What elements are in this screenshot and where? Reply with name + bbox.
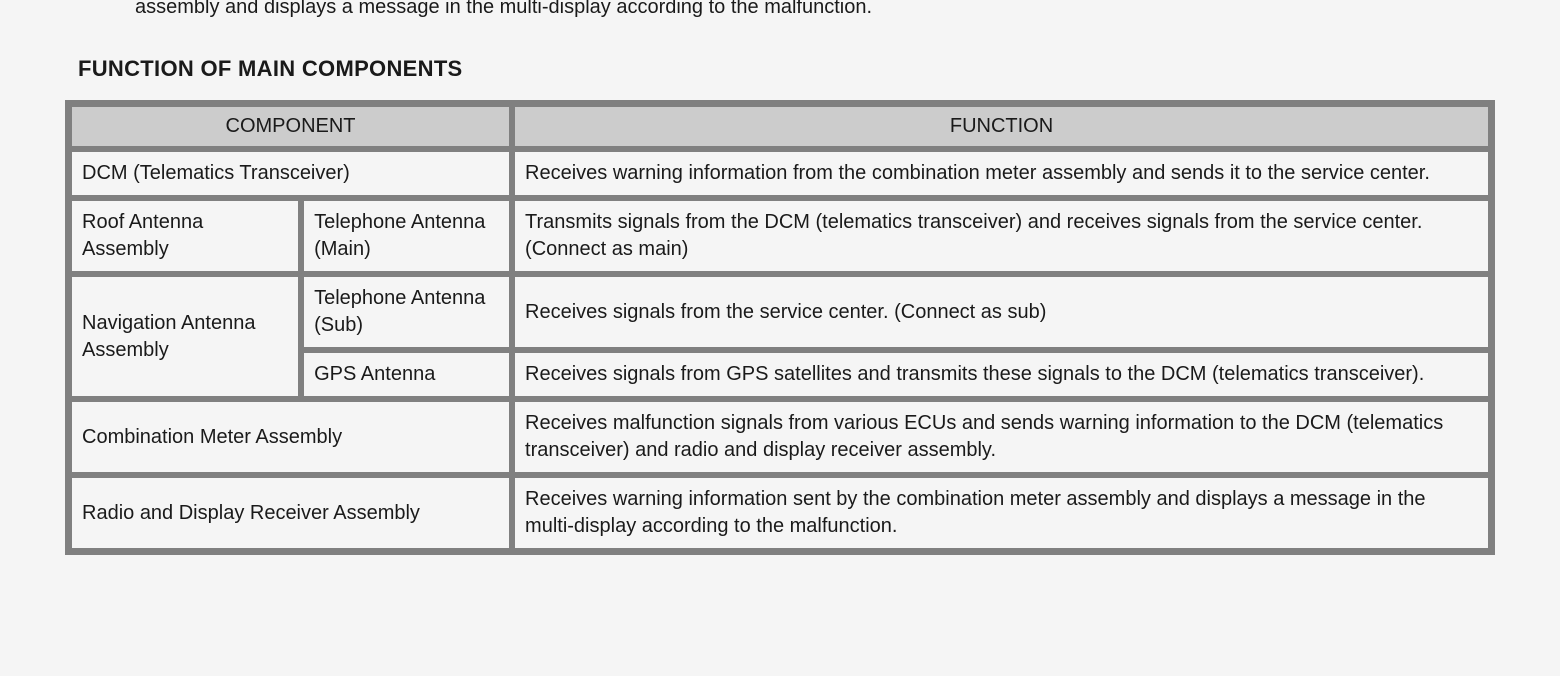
cell-component-sub: Telephone Antenna (Main) <box>303 200 510 272</box>
cell-component-main: Roof Antenna Assembly <box>71 200 299 272</box>
components-table: COMPONENT FUNCTION DCM (Telematics Trans… <box>65 100 1495 555</box>
table-row: Radio and Display Receiver Assembly Rece… <box>71 477 1489 549</box>
cell-function: Receives signals from the service center… <box>514 276 1489 348</box>
partial-text-above: assembly and displays a message in the m… <box>60 0 1500 20</box>
table-row: DCM (Telematics Transceiver) Receives wa… <box>71 151 1489 196</box>
cell-function: Transmits signals from the DCM (telemati… <box>514 200 1489 272</box>
cell-component: Combination Meter Assembly <box>71 401 510 473</box>
table-header-row: COMPONENT FUNCTION <box>71 106 1489 147</box>
cell-component-sub: Telephone Antenna (Sub) <box>303 276 510 348</box>
header-function: FUNCTION <box>514 106 1489 147</box>
table-row: Combination Meter Assembly Receives malf… <box>71 401 1489 473</box>
cell-component-main: Navigation Antenna Assembly <box>71 276 299 397</box>
header-component: COMPONENT <box>71 106 510 147</box>
cell-component-sub: GPS Antenna <box>303 352 510 397</box>
cell-function: Receives warning information sent by the… <box>514 477 1489 549</box>
cell-function: Receives warning information from the co… <box>514 151 1489 196</box>
cell-function: Receives signals from GPS satellites and… <box>514 352 1489 397</box>
table-row: Navigation Antenna Assembly Telephone An… <box>71 276 1489 348</box>
table-row: Roof Antenna Assembly Telephone Antenna … <box>71 200 1489 272</box>
cell-component: Radio and Display Receiver Assembly <box>71 477 510 549</box>
cell-function: Receives malfunction signals from variou… <box>514 401 1489 473</box>
cell-component: DCM (Telematics Transceiver) <box>71 151 510 196</box>
section-title: FUNCTION OF MAIN COMPONENTS <box>60 56 1500 82</box>
